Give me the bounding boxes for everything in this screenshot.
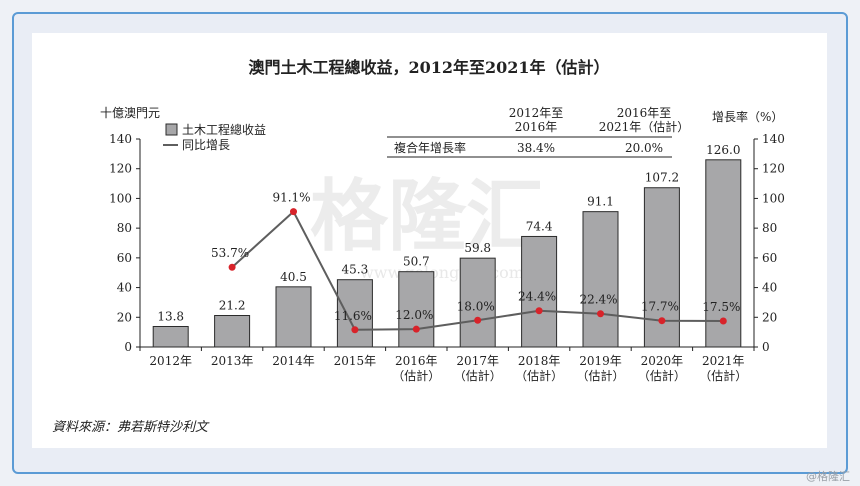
bar-0 xyxy=(152,325,189,348)
left-tick-label: 140 xyxy=(109,132,132,146)
bar-value-label-1: 21.2 xyxy=(219,299,246,313)
right-axis-unit: 增長率（%） xyxy=(712,109,783,124)
cagr-col1-value: 38.4% xyxy=(517,141,555,155)
cagr-col2-header: 2016年至 xyxy=(617,106,672,120)
cagr-col2-header-2: 2021年（估計） xyxy=(599,119,690,134)
x-label-6: 2018年 xyxy=(518,354,561,368)
x-sublabel-5: （估計） xyxy=(454,368,502,383)
cagr-row-label: 複合年增長率 xyxy=(394,140,466,155)
cagr-col1-header-2: 2016年 xyxy=(515,120,558,134)
x-sublabel-9: （估計） xyxy=(699,368,747,383)
x-label-9: 2021年 xyxy=(702,354,745,368)
left-tick-label: 20 xyxy=(117,310,132,324)
source-note: 資料來源：弗若斯特沙利文 xyxy=(52,419,210,435)
x-label-0: 2012年 xyxy=(149,354,192,368)
x-label-8: 2020年 xyxy=(641,354,684,368)
growth-point-3 xyxy=(351,326,359,334)
left-tick-label: 100 xyxy=(109,191,132,205)
x-label-5: 2017年 xyxy=(456,354,499,368)
bar-value-label-6: 74.4 xyxy=(526,219,553,233)
left-tick-label: 40 xyxy=(117,281,132,295)
bar-5 xyxy=(459,257,496,348)
legend-line-label: 同比增長 xyxy=(182,138,230,152)
right-tick-label: 0 xyxy=(762,340,770,354)
x-label-4: 2016年 xyxy=(395,354,438,368)
bar-value-label-4: 50.7 xyxy=(403,255,430,269)
growth-label-2: 91.1% xyxy=(272,191,310,205)
growth-label-6: 24.4% xyxy=(518,290,556,304)
bar-2 xyxy=(275,286,312,348)
bar-1 xyxy=(214,315,251,348)
right-tick-label: 80 xyxy=(762,221,777,235)
x-label-1: 2013年 xyxy=(211,354,254,368)
cagr-col1-header: 2012年至 xyxy=(509,106,564,120)
x-label-7: 2019年 xyxy=(579,354,622,368)
left-tick-label: 0 xyxy=(124,340,132,354)
right-tick-label: 40 xyxy=(762,281,777,295)
growth-label-8: 17.7% xyxy=(641,300,679,314)
left-tick-label: 120 xyxy=(109,162,132,176)
growth-point-4 xyxy=(412,325,420,333)
x-label-2: 2014年 xyxy=(272,354,315,368)
right-tick-label: 120 xyxy=(762,162,785,176)
background-watermark-url: www.gelonghui.com xyxy=(360,263,524,282)
x-sublabel-7: （估計） xyxy=(576,368,624,383)
bar-9 xyxy=(705,159,742,348)
growth-label-9: 17.5% xyxy=(702,300,740,314)
right-tick-label: 140 xyxy=(762,132,785,146)
cagr-col2-value: 20.0% xyxy=(625,141,663,155)
growth-point-7 xyxy=(597,310,604,318)
chart-card: 格隆汇 www.gelonghui.com 澳門土木工程總收益，2012年至2021… xyxy=(32,33,827,448)
bar-value-label-2: 40.5 xyxy=(280,270,307,284)
chart-title: 澳門土木工程總收益，2012年至2021年（估計） xyxy=(248,58,609,77)
left-axis-unit: 十億澳門元 xyxy=(100,106,160,120)
growth-label-7: 22.4% xyxy=(579,293,617,307)
growth-label-5: 18.0% xyxy=(457,299,495,313)
bar-6 xyxy=(521,235,558,348)
bar-7 xyxy=(582,211,619,348)
bar-value-label-8: 107.2 xyxy=(645,171,679,185)
bar-4 xyxy=(398,271,435,348)
right-tick-label: 60 xyxy=(762,251,777,265)
growth-point-9 xyxy=(719,317,727,325)
growth-point-2 xyxy=(290,208,297,216)
x-sublabel-8: （估計） xyxy=(638,368,686,383)
growth-label-1: 53.7% xyxy=(211,246,249,260)
growth-point-8 xyxy=(658,317,666,325)
left-tick-label: 60 xyxy=(117,251,132,265)
right-tick-label: 20 xyxy=(762,310,777,324)
legend-bar-swatch xyxy=(165,123,178,136)
bar-value-label-3: 45.3 xyxy=(342,263,369,277)
bar-value-label-7: 91.1 xyxy=(587,195,614,209)
bar-3 xyxy=(336,279,373,348)
background-watermark: 格隆汇 xyxy=(310,171,544,262)
growth-point-6 xyxy=(535,307,543,315)
growth-label-3: 11.6% xyxy=(334,309,372,323)
growth-point-1 xyxy=(228,263,236,271)
bar-value-label-5: 59.8 xyxy=(464,241,491,255)
right-tick-label: 100 xyxy=(762,191,785,205)
growth-point-5 xyxy=(474,316,482,324)
x-label-3: 2015年 xyxy=(334,354,377,368)
x-sublabel-4: （估計） xyxy=(392,368,440,383)
left-tick-label: 80 xyxy=(117,221,132,235)
growth-label-4: 12.0% xyxy=(395,308,433,322)
bar-value-label-9: 126.0 xyxy=(706,143,740,157)
legend-bar-label: 土木工程總收益 xyxy=(182,122,266,137)
corner-watermark: @格隆汇 xyxy=(806,470,850,483)
x-sublabel-6: （估計） xyxy=(515,368,563,383)
bar-value-label-0: 13.8 xyxy=(157,309,184,323)
